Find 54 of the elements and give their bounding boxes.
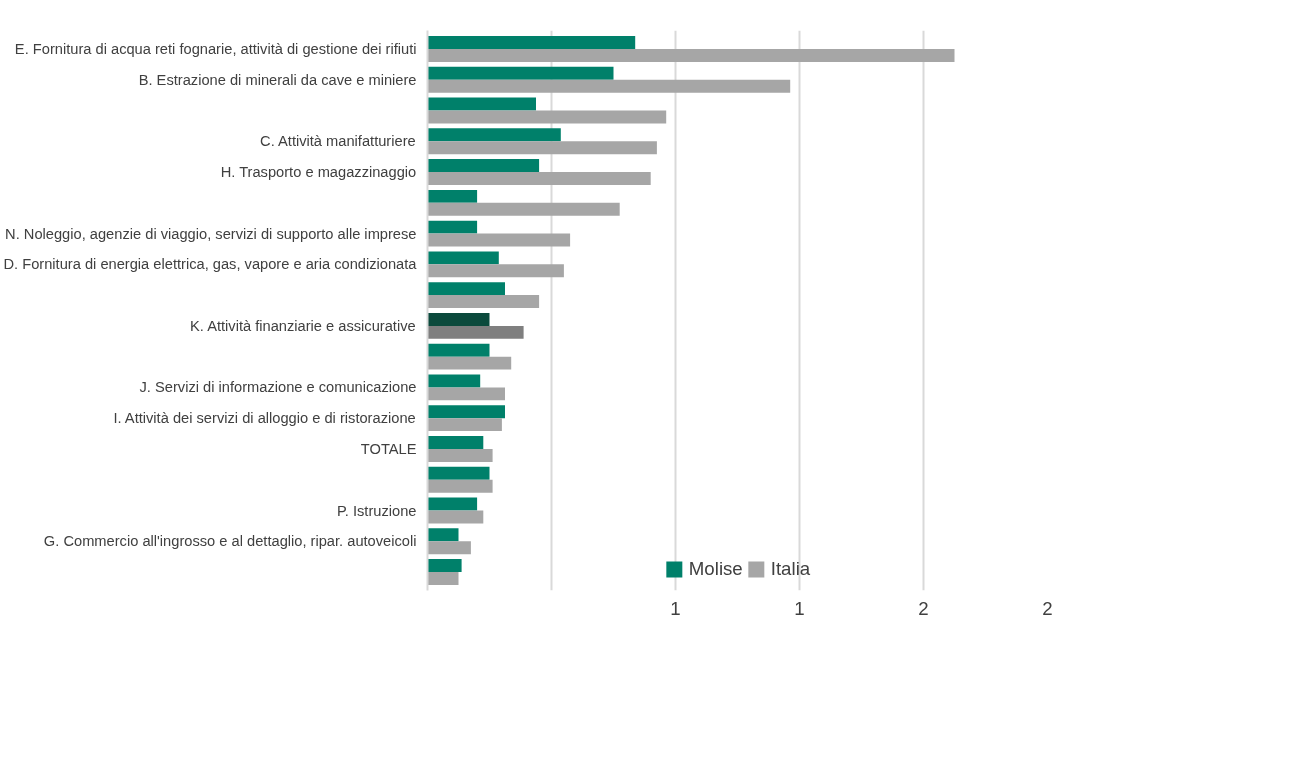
bar: [427, 497, 478, 511]
bar: [427, 128, 561, 142]
x-tick-label: 2: [1042, 597, 1053, 619]
y-tick-label: J. Servizi di informazione e comunicazione: [139, 379, 417, 396]
bar: [427, 356, 512, 370]
bar: [427, 510, 484, 524]
y-tick-label: I. Attività dei servizi di alloggio e di ristorazione: [113, 410, 416, 427]
bar: [427, 325, 524, 339]
bar: [427, 233, 571, 247]
y-tick-label: C. Attività manifatturiere: [260, 133, 416, 150]
bar: [427, 97, 536, 111]
bar: [427, 141, 657, 155]
bar: [427, 282, 505, 296]
y-tick-label: P. Istruzione: [336, 502, 417, 519]
bar: [427, 466, 490, 480]
x-tick-label: 1: [794, 597, 805, 619]
bar: [427, 374, 481, 388]
y-tick-label: H. Trasporto e magazzinaggio: [220, 164, 417, 181]
bar: [427, 479, 493, 493]
y-tick-label: K. Attività finanziarie e assicurative: [190, 317, 416, 334]
bar: [427, 295, 540, 309]
bar: [427, 572, 459, 585]
bar: [427, 36, 636, 49]
bar: [427, 202, 620, 216]
y-tick-label: B. Estrazione di minerali da cave e miniere: [138, 71, 417, 88]
x-tick-label: 2: [918, 597, 929, 619]
x-tick-label: 1: [670, 597, 681, 619]
bar: [427, 48, 955, 62]
y-tick-label: N. Noleggio, agenzie di viaggio, servizi di supporto alle imprese: [5, 225, 417, 242]
bar: [427, 387, 505, 401]
y-tick-label: G. Commercio all'ingrosso e al dettaglio, ripar. autoveicoli: [43, 533, 417, 550]
bar: [427, 189, 478, 203]
legend-label: Italia: [770, 558, 811, 580]
bar: [427, 220, 478, 234]
bar: [427, 528, 459, 542]
bar: [427, 559, 462, 573]
y-tick-label: TOTALE: [360, 440, 417, 457]
bar: [427, 405, 505, 419]
bar: [427, 251, 499, 265]
bar: [427, 418, 502, 432]
bar: [427, 172, 651, 185]
y-tick-label: D. Fornitura di energia elettrica, gas, vapore e aria condizionata: [3, 256, 418, 273]
bar: [427, 312, 490, 326]
bar: [427, 436, 484, 449]
bar: [427, 79, 791, 93]
bar: [427, 110, 667, 124]
y-tick-label: E. Fornitura di acqua reti fognarie, attività di gestione dei rifiuti: [14, 40, 417, 57]
bar: [427, 343, 490, 357]
bar: [427, 448, 493, 462]
bar: [427, 264, 564, 278]
bar: [427, 159, 540, 173]
bar: [427, 66, 614, 80]
bar: [427, 541, 471, 555]
legend-label: Molise: [688, 558, 743, 580]
